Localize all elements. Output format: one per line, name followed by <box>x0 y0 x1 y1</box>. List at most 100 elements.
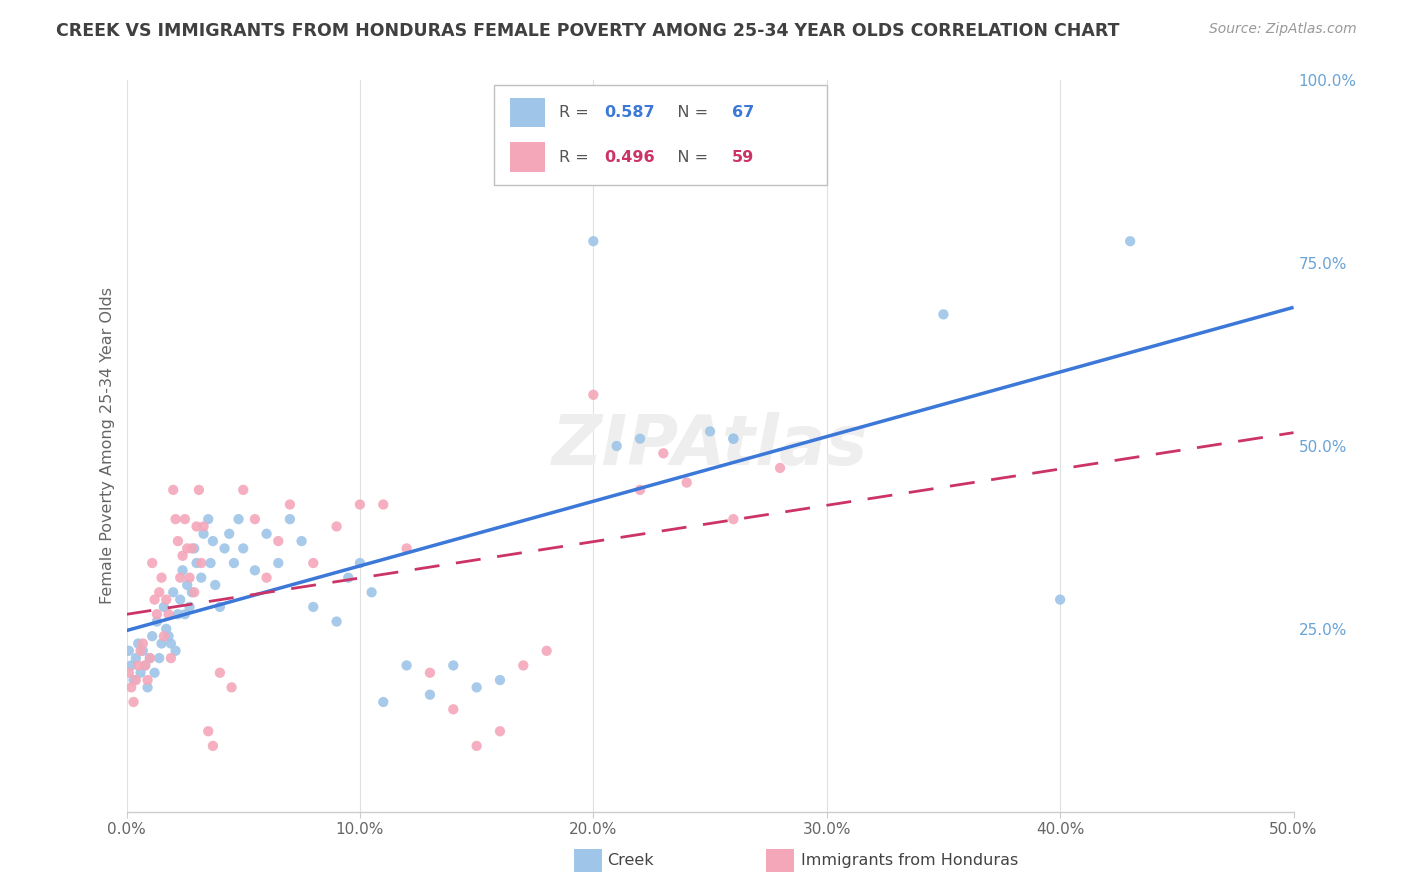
Point <box>232 483 254 497</box>
Point <box>197 724 219 739</box>
Text: R =: R = <box>560 105 595 120</box>
Point <box>200 556 222 570</box>
Point <box>222 556 245 570</box>
Point <box>186 519 208 533</box>
Point <box>582 388 605 402</box>
Point <box>120 681 142 695</box>
FancyBboxPatch shape <box>510 143 546 171</box>
Point <box>395 658 418 673</box>
Point <box>208 599 231 614</box>
Point <box>187 483 209 497</box>
Point <box>536 644 558 658</box>
Point <box>153 629 176 643</box>
Point <box>172 549 194 563</box>
Point <box>139 651 162 665</box>
Point <box>155 592 177 607</box>
Point <box>373 695 395 709</box>
Point <box>419 688 441 702</box>
Text: Creek: Creek <box>607 854 654 868</box>
Point <box>122 673 145 687</box>
Point <box>125 651 148 665</box>
Point <box>349 556 371 570</box>
Point <box>120 658 142 673</box>
Point <box>190 571 212 585</box>
Point <box>118 644 141 658</box>
Point <box>1049 592 1071 607</box>
Text: Source: ZipAtlas.com: Source: ZipAtlas.com <box>1209 22 1357 37</box>
Point <box>193 519 215 533</box>
Point <box>441 658 464 673</box>
Point <box>512 658 534 673</box>
Text: 59: 59 <box>733 150 755 165</box>
Point <box>176 541 198 556</box>
Point <box>160 636 183 650</box>
Point <box>186 556 208 570</box>
Point <box>628 432 651 446</box>
Point <box>218 526 240 541</box>
Point <box>141 556 163 570</box>
Text: N =: N = <box>662 105 713 120</box>
Point <box>652 446 675 460</box>
Point <box>256 571 278 585</box>
Point <box>723 432 745 446</box>
Point <box>628 483 651 497</box>
Point <box>132 636 155 650</box>
Point <box>132 644 155 658</box>
Point <box>180 541 202 556</box>
Point <box>723 512 745 526</box>
Point <box>127 658 149 673</box>
Point <box>134 658 156 673</box>
Point <box>143 665 166 680</box>
Point <box>139 651 162 665</box>
Point <box>373 498 395 512</box>
Text: 0.587: 0.587 <box>603 105 654 120</box>
Y-axis label: Female Poverty Among 25-34 Year Olds: Female Poverty Among 25-34 Year Olds <box>100 287 115 605</box>
Point <box>172 563 194 577</box>
Point <box>155 622 177 636</box>
Point <box>441 702 464 716</box>
Point <box>167 534 190 549</box>
FancyBboxPatch shape <box>510 98 546 127</box>
Point <box>489 673 512 687</box>
Point <box>157 607 180 622</box>
Point <box>256 526 278 541</box>
Point <box>337 571 360 585</box>
Point <box>675 475 697 490</box>
Point <box>214 541 236 556</box>
Point <box>136 681 159 695</box>
Point <box>465 739 488 753</box>
Point <box>141 629 163 643</box>
Point <box>243 563 266 577</box>
Point <box>160 651 183 665</box>
Point <box>204 578 226 592</box>
Point <box>157 629 180 643</box>
Point <box>278 498 301 512</box>
Point <box>723 432 745 446</box>
Point <box>932 307 955 321</box>
Point <box>179 599 201 614</box>
Point <box>183 541 205 556</box>
Text: 67: 67 <box>733 105 755 120</box>
Point <box>325 519 347 533</box>
Point <box>267 556 290 570</box>
Text: N =: N = <box>662 150 713 165</box>
Point <box>228 512 250 526</box>
Point <box>146 615 169 629</box>
Text: R =: R = <box>560 150 595 165</box>
Point <box>193 526 215 541</box>
Point <box>165 644 187 658</box>
Point <box>150 636 173 650</box>
Point <box>118 665 141 680</box>
Point <box>125 673 148 687</box>
Point <box>221 681 243 695</box>
Point <box>243 512 266 526</box>
Point <box>122 695 145 709</box>
Point <box>153 599 176 614</box>
Point <box>180 585 202 599</box>
Point <box>208 665 231 680</box>
Point <box>148 651 170 665</box>
Point <box>162 585 184 599</box>
Point <box>143 592 166 607</box>
Point <box>325 615 347 629</box>
Point <box>136 673 159 687</box>
